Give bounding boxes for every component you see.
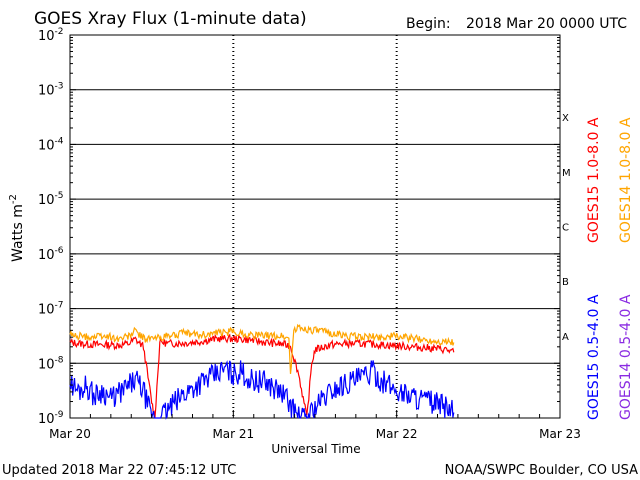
y-tick-label: 10-7 — [38, 301, 64, 318]
y-axis-ticks: 10-2 10-3 10-4 10-5 10-6 10-7 10-8 10-9 — [38, 27, 560, 427]
legend-goes15-long: GOES15 1.0-8.0 A — [586, 117, 602, 243]
legend-goes14-short: GOES14 0.5-4.0 A — [618, 294, 634, 420]
x-tick-label: Mar 22 — [376, 427, 418, 441]
y-tick-label: 10-2 — [38, 27, 64, 44]
y-axis-label-exp: -2 — [8, 194, 19, 204]
begin-label: Begin: — [406, 16, 451, 32]
y-tick-label: 10-5 — [38, 191, 64, 208]
flare-class-label: A — [562, 332, 569, 343]
series-line-goes15-0-5-4-0-a — [69, 359, 455, 420]
y-tick-label: 10-8 — [38, 355, 64, 372]
x-tick-label: Mar 21 — [212, 427, 254, 441]
updated-text: Updated 2018 Mar 22 07:45:12 UTC — [2, 463, 236, 478]
x-tick-label: Mar 20 — [49, 427, 91, 441]
x-tick-label: Mar 23 — [539, 427, 581, 441]
plot-area — [69, 323, 455, 420]
chart-title: GOES Xray Flux (1-minute data) — [34, 9, 307, 29]
y-tick-label: 10-6 — [38, 246, 64, 263]
y-tick-label: 10-4 — [38, 136, 64, 153]
x-axis-label: Universal Time — [271, 442, 360, 456]
begin-value: 2018 Mar 20 0000 UTC — [466, 16, 627, 32]
x-axis-ticks: Mar 20 Mar 21 Mar 22 Mar 23 — [49, 410, 581, 441]
y-axis-label: Watts m-2 — [8, 194, 26, 262]
flare-class-label: C — [562, 223, 569, 234]
series-line-goes15-1-0-8-0-a — [69, 333, 455, 419]
y-tick-label: 10-9 — [38, 410, 64, 427]
flare-class-label: M — [562, 168, 571, 179]
plot-frame — [69, 34, 561, 419]
flare-class-label: B — [562, 277, 569, 288]
legend-goes15-short: GOES15 0.5-4.0 A — [586, 294, 602, 420]
credit-text: NOAA/SWPC Boulder, CO USA — [445, 463, 638, 478]
flare-class-labels: X M C B A — [562, 113, 571, 343]
grid — [70, 35, 560, 418]
flare-class-label: X — [562, 113, 569, 124]
series-line-goes14-1-0-8-0-a — [69, 323, 455, 374]
legend-goes14-long: GOES14 1.0-8.0 A — [618, 117, 634, 243]
y-tick-label: 10-3 — [38, 82, 64, 99]
